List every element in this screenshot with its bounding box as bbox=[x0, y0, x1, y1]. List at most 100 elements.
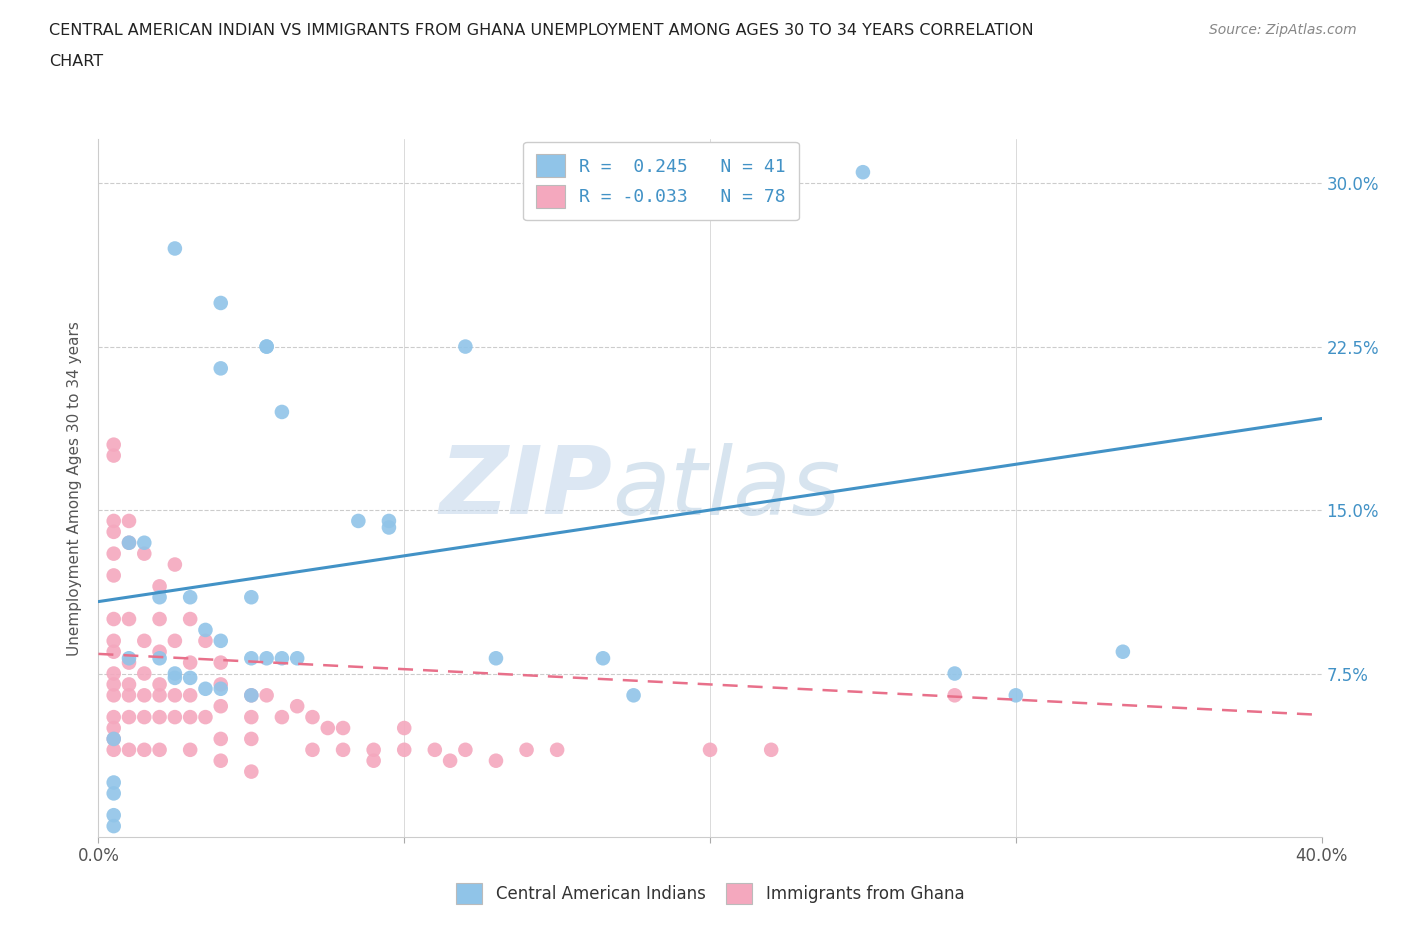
Point bbox=[194, 633, 217, 648]
Point bbox=[316, 721, 339, 736]
Point bbox=[347, 513, 370, 528]
Point bbox=[149, 651, 172, 666]
Point bbox=[546, 742, 568, 757]
Point bbox=[256, 651, 278, 666]
Point bbox=[118, 536, 141, 551]
Point bbox=[179, 612, 201, 627]
Point bbox=[285, 698, 308, 713]
Text: CENTRAL AMERICAN INDIAN VS IMMIGRANTS FROM GHANA UNEMPLOYMENT AMONG AGES 30 TO 3: CENTRAL AMERICAN INDIAN VS IMMIGRANTS FR… bbox=[49, 23, 1033, 38]
Point bbox=[103, 742, 125, 757]
Point bbox=[1004, 688, 1026, 703]
Point bbox=[240, 688, 263, 703]
Point bbox=[378, 520, 401, 535]
Point bbox=[103, 666, 125, 681]
Point bbox=[103, 688, 125, 703]
Point bbox=[256, 339, 278, 354]
Point bbox=[163, 688, 186, 703]
Point bbox=[149, 644, 172, 659]
Point bbox=[270, 710, 292, 724]
Point bbox=[485, 753, 508, 768]
Point bbox=[179, 656, 201, 671]
Point bbox=[118, 656, 141, 671]
Point bbox=[592, 651, 614, 666]
Point bbox=[759, 742, 782, 757]
Point bbox=[270, 651, 292, 666]
Point bbox=[118, 651, 141, 666]
Point bbox=[163, 710, 186, 724]
Point bbox=[118, 536, 141, 551]
Point bbox=[209, 698, 232, 713]
Point bbox=[103, 732, 125, 747]
Point bbox=[103, 437, 125, 452]
Point bbox=[1112, 644, 1135, 659]
Point bbox=[163, 241, 186, 256]
Point bbox=[943, 688, 966, 703]
Point bbox=[256, 339, 278, 354]
Point bbox=[392, 742, 416, 757]
Point bbox=[179, 590, 201, 604]
Point bbox=[103, 568, 125, 583]
Point bbox=[439, 753, 461, 768]
Point bbox=[103, 775, 125, 790]
Point bbox=[149, 742, 172, 757]
Point bbox=[454, 339, 477, 354]
Point bbox=[103, 633, 125, 648]
Point bbox=[118, 742, 141, 757]
Point bbox=[209, 732, 232, 747]
Point bbox=[134, 536, 156, 551]
Point bbox=[163, 671, 186, 685]
Point bbox=[485, 651, 508, 666]
Point bbox=[118, 612, 141, 627]
Point bbox=[134, 688, 156, 703]
Point bbox=[623, 688, 645, 703]
Text: atlas: atlas bbox=[612, 443, 841, 534]
Point bbox=[149, 710, 172, 724]
Point bbox=[423, 742, 446, 757]
Point bbox=[209, 633, 232, 648]
Point bbox=[699, 742, 721, 757]
Point bbox=[332, 721, 354, 736]
Point bbox=[301, 710, 323, 724]
Point bbox=[209, 753, 232, 768]
Point bbox=[149, 590, 172, 604]
Text: CHART: CHART bbox=[49, 54, 103, 69]
Point bbox=[103, 644, 125, 659]
Point bbox=[194, 710, 217, 724]
Point bbox=[240, 764, 263, 779]
Point bbox=[516, 742, 538, 757]
Point bbox=[332, 742, 354, 757]
Point bbox=[179, 742, 201, 757]
Point bbox=[134, 546, 156, 561]
Point bbox=[103, 818, 125, 833]
Point bbox=[378, 513, 401, 528]
Point bbox=[103, 732, 125, 747]
Point bbox=[103, 525, 125, 539]
Point bbox=[240, 651, 263, 666]
Point bbox=[852, 165, 875, 179]
Point bbox=[118, 688, 141, 703]
Point bbox=[179, 671, 201, 685]
Point bbox=[103, 546, 125, 561]
Point bbox=[256, 688, 278, 703]
Point bbox=[103, 513, 125, 528]
Point bbox=[134, 666, 156, 681]
Point bbox=[163, 633, 186, 648]
Point bbox=[209, 682, 232, 697]
Point bbox=[134, 710, 156, 724]
Point bbox=[285, 651, 308, 666]
Point bbox=[103, 786, 125, 801]
Point bbox=[209, 656, 232, 671]
Point bbox=[163, 666, 186, 681]
Point bbox=[943, 666, 966, 681]
Point bbox=[118, 677, 141, 692]
Point bbox=[209, 361, 232, 376]
Point bbox=[392, 721, 416, 736]
Point bbox=[454, 742, 477, 757]
Point bbox=[179, 710, 201, 724]
Point bbox=[363, 753, 385, 768]
Point bbox=[240, 710, 263, 724]
Point bbox=[149, 677, 172, 692]
Point bbox=[194, 622, 217, 637]
Point bbox=[103, 710, 125, 724]
Point bbox=[240, 590, 263, 604]
